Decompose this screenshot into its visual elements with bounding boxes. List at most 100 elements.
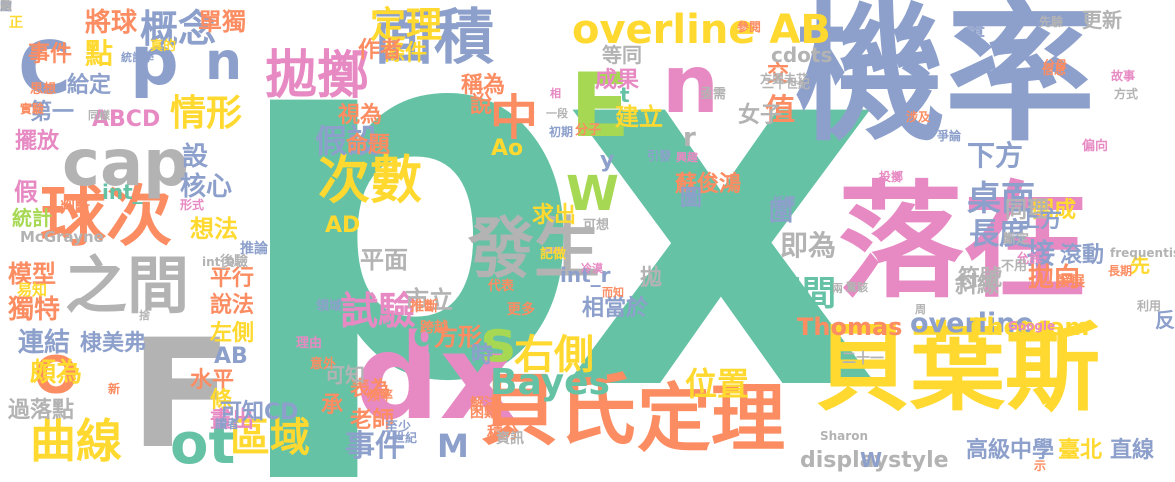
cloud-word: 發展 (1057, 274, 1085, 290)
cloud-word: 面積 (374, 3, 494, 73)
cloud-word: 偏向 (1082, 139, 1109, 154)
cloud-word: 想法 (190, 215, 238, 243)
cloud-word: 引發 (647, 149, 672, 163)
cloud-word: 長度 (969, 217, 1029, 252)
cloud-word: 圍 (769, 198, 793, 226)
cloud-word: 興趣 (676, 151, 698, 164)
cloud-word: 困難 (470, 405, 498, 421)
cloud-word: 區域 (230, 415, 310, 461)
cloud-word: 次數 (318, 151, 423, 211)
cloud-word: Thomas (797, 313, 903, 341)
cloud-word: 參閱 (737, 20, 762, 34)
cloud-word: 稱為 (461, 73, 506, 98)
cloud-word: 記做 (540, 247, 567, 262)
cloud-word: 計算 (750, 142, 815, 180)
cloud-word: 落在 (838, 170, 1088, 315)
cloud-word: 可知 (325, 363, 365, 387)
cloud-word: 說法 (210, 293, 255, 318)
cloud-word: Bayes (490, 362, 610, 403)
cloud-word: 命題 (346, 133, 391, 158)
cloud-word: 模型 (8, 260, 56, 288)
cloud-word: M (437, 427, 469, 465)
cloud-word: 二十一 (842, 351, 884, 367)
cloud-word: 平面 (360, 246, 408, 274)
cloud-word: AD (325, 213, 361, 238)
cloud-word: 點 (85, 37, 114, 70)
cloud-word: W (860, 448, 883, 472)
cloud-word: 統計 (12, 206, 52, 230)
cloud-word: 過落點 (8, 398, 75, 423)
cloud-word: 一段 (546, 107, 568, 120)
cloud-word: 統計學 (121, 51, 154, 64)
cloud-word: int_r (560, 263, 611, 287)
cloud-word: 視為 (338, 103, 383, 128)
cloud-word: s (481, 307, 516, 375)
cloud-word: 不用 (1001, 259, 1028, 274)
cloud-word: r (683, 123, 696, 153)
cloud-word: 老師 (350, 408, 395, 433)
cloud-word: 推斷 (410, 299, 438, 315)
cloud-word: 水平 (190, 368, 235, 393)
cloud-word: ABCD (92, 107, 161, 132)
cloud-word: 接 (1027, 237, 1056, 270)
cloud-word: 市立 (405, 286, 453, 314)
cloud-word: 事件 (28, 42, 73, 67)
cloud-word: 單獨 (198, 8, 246, 36)
cloud-word: O (34, 346, 79, 406)
cloud-word: 示 (1034, 459, 1047, 473)
cloud-word: 假 (14, 178, 38, 206)
cloud-word: y (600, 148, 615, 173)
cloud-word: 球次 (40, 178, 172, 255)
cloud-word: 承 (321, 393, 344, 418)
cloud-word: n (662, 38, 719, 131)
cloud-word: 交 (767, 62, 790, 87)
cloud-word: displaystyle (800, 448, 949, 473)
cloud-word: 假設 (315, 122, 380, 160)
cloud-word: Theorem (970, 313, 1090, 341)
cloud-word: 分子 (575, 123, 602, 138)
cloud-word: 核心 (180, 172, 233, 202)
cloud-word: 更多 (507, 302, 535, 318)
cloud-word: 易知 (17, 281, 48, 299)
cloud-word: 拋向 (1028, 263, 1081, 293)
cloud-word: 區間 (768, 274, 836, 314)
cloud-word: 形式 (180, 198, 205, 212)
cloud-word: 求出 (532, 203, 577, 228)
cloud-word: 故事 (1111, 69, 1136, 83)
cloud-word: 領域 (316, 299, 343, 314)
cloud-word: 實驗 (20, 102, 45, 116)
cloud-word: 判斷 (60, 198, 91, 216)
cloud-word: 即為 (780, 229, 837, 262)
cloud-word: frequentism (1110, 246, 1175, 260)
cloud-word: 值 (765, 93, 795, 128)
cloud-word: 設 (182, 142, 209, 172)
cloud-word: 至少 (385, 420, 412, 435)
cloud-word: cap (62, 127, 189, 201)
cloud-word: 拋擲 (265, 46, 370, 106)
cloud-word: 等同 (602, 43, 642, 67)
cloud-word: 同理 (1005, 198, 1050, 223)
cloud-word: n (205, 32, 243, 92)
cloud-word: 跨越 (420, 320, 448, 336)
cloud-word: 信息 (1042, 63, 1067, 77)
cloud-word: 給定 (67, 73, 112, 98)
cloud-word: 女子 (738, 103, 783, 128)
cloud-word: overline (910, 308, 1034, 339)
cloud-word: 反 (1155, 308, 1175, 332)
cloud-word: 思想 (30, 82, 57, 97)
cloud-word: Sharon (820, 429, 868, 443)
cloud-word: E (570, 54, 631, 157)
cloud-word: 投擲 (879, 170, 904, 184)
cloud-word: 爭論 (937, 129, 962, 143)
cloud-word: W (566, 166, 619, 222)
cloud-word: 說 (470, 93, 493, 118)
cloud-word: 可想 (583, 218, 610, 233)
cloud-word: 表為 (350, 376, 390, 400)
cloud-word: 意外 (310, 357, 337, 372)
cloud-word: 捨 (139, 309, 150, 322)
cloud-word: 條 (210, 388, 233, 413)
cloud-word: 理由 (296, 336, 323, 351)
cloud-word: q (413, 315, 438, 355)
cloud-word: 允許 (1016, 252, 1043, 267)
